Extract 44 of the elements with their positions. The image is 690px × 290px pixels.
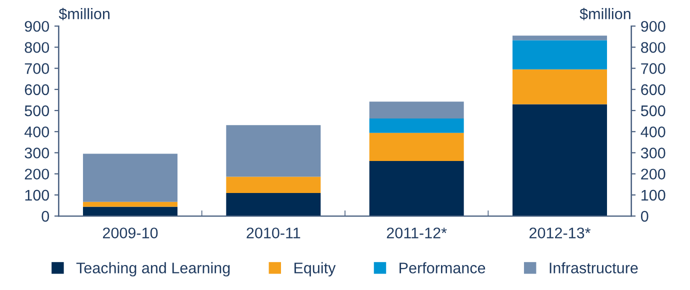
- y2-tick-label: 600: [641, 84, 666, 96]
- y-tick-label: 500: [24, 105, 50, 116]
- y2-tick-label: 400: [640, 126, 666, 138]
- x-tick-label: 2010-11: [246, 228, 300, 238]
- y2-axis-title: $million: [580, 8, 630, 20]
- bar: [226, 125, 321, 177]
- bar: [369, 102, 464, 119]
- bar: [512, 104, 608, 216]
- x-tick-label: 2011-12*: [386, 228, 447, 238]
- x-tick-label: 2009-10: [102, 228, 158, 238]
- bar: [369, 118, 464, 133]
- y-tick-label: 200: [24, 168, 50, 180]
- y-tick-label: 800: [24, 42, 50, 53]
- y-tick-label: 900: [24, 20, 50, 32]
- y-tick-label: 400: [24, 126, 50, 138]
- legend-label: Performance: [400, 262, 486, 274]
- bar: [82, 154, 178, 202]
- legend-label: Teaching and Learning: [76, 262, 230, 276]
- bar: [369, 132, 464, 161]
- y2-tick-label: 0: [640, 210, 648, 222]
- bar: [82, 206, 178, 216]
- bar: [226, 193, 321, 216]
- y-tick-label: 600: [24, 84, 50, 96]
- y-tick-label: 0: [42, 210, 50, 222]
- y2-tick-label: 300: [640, 148, 666, 158]
- bar: [82, 202, 178, 207]
- y-tick-label: 100: [25, 190, 50, 201]
- y2-tick-label: 100: [642, 190, 666, 201]
- y-tick-label: 300: [24, 148, 50, 158]
- legend-label: Equity: [294, 262, 336, 276]
- bar: [512, 40, 608, 70]
- y-tick-label: 700: [24, 63, 50, 74]
- y2-tick-label: 900: [641, 20, 666, 32]
- legend-label: Infrastructure: [550, 262, 638, 274]
- bar: [512, 36, 608, 40]
- y2-tick-label: 200: [641, 168, 666, 180]
- y2-tick-label: 700: [641, 63, 666, 74]
- y2-tick-label: 500: [640, 105, 666, 116]
- x-tick-label: 2012-13*: [530, 228, 591, 238]
- y2-tick-label: 800: [641, 42, 666, 53]
- bar: [226, 176, 321, 194]
- bar: [369, 160, 464, 216]
- bar: [512, 69, 608, 104]
- y-axis-title: $million: [58, 8, 110, 20]
